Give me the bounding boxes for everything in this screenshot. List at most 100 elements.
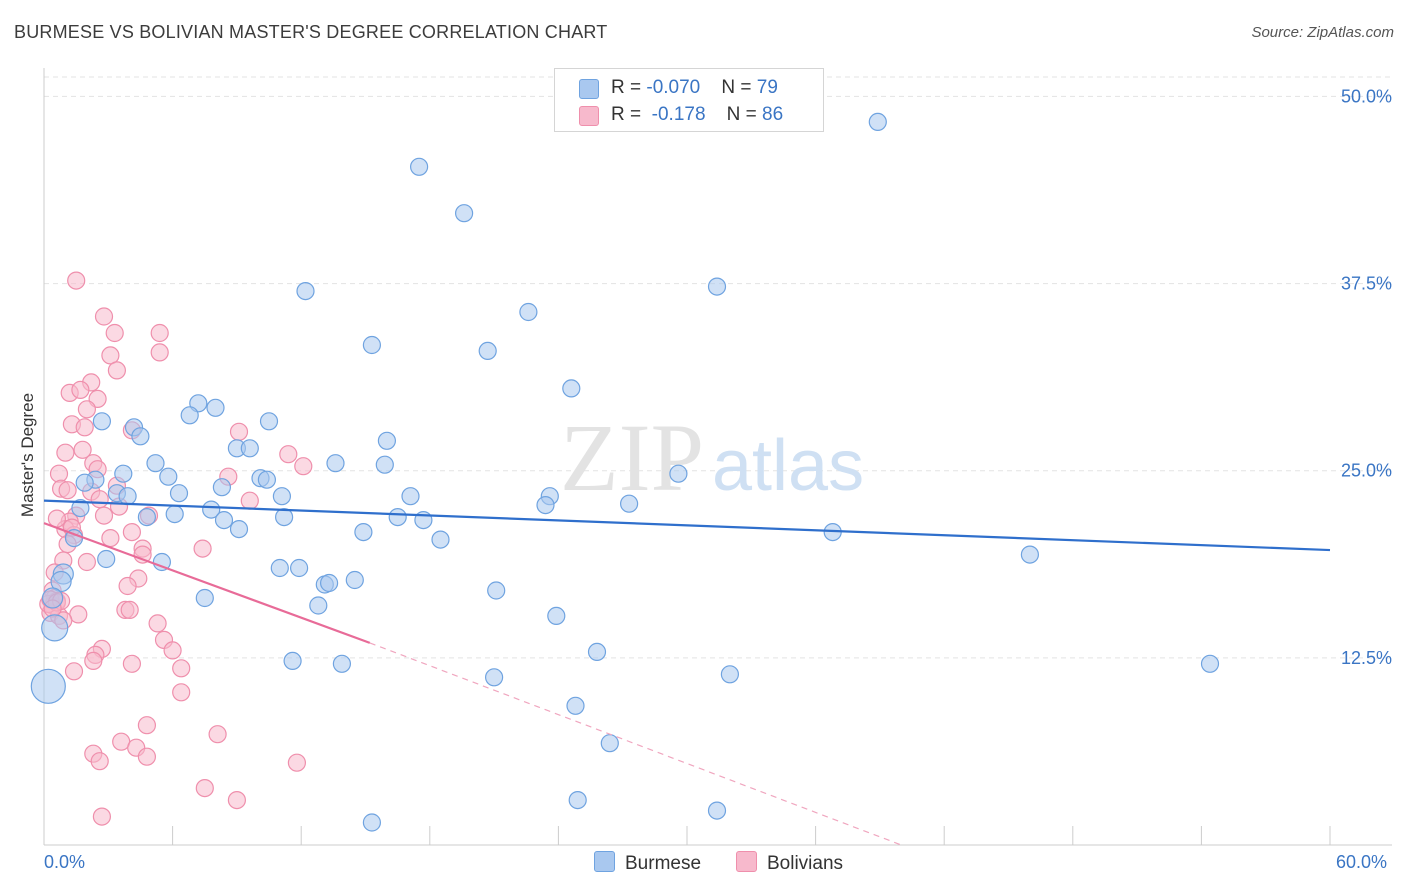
burmese-point [206, 398, 225, 417]
watermark-zip: ZIP [560, 404, 704, 511]
burmese-point [388, 507, 407, 527]
burmese-point [240, 439, 259, 458]
burmese-point [401, 487, 420, 506]
legend-swatch-bolivians [579, 106, 599, 126]
bottom-legend-bolivians: Bolivians [736, 851, 843, 875]
burmese-point [362, 335, 381, 355]
bolivians-point [287, 753, 306, 772]
bottom-legend-label-bolivians: Bolivians [767, 853, 844, 874]
bolivians-point [122, 654, 141, 673]
burmese-point [137, 507, 156, 527]
legend-r-label: R = [611, 77, 647, 98]
burmese-point [275, 507, 294, 527]
burmese-point [410, 157, 429, 176]
burmese-point [30, 668, 66, 704]
bolivians-point [58, 481, 77, 500]
burmese-point [259, 412, 279, 431]
bolivians-point [92, 807, 112, 826]
burmese-point [1200, 654, 1220, 673]
burmese-point [165, 504, 184, 524]
bolivians-point [90, 752, 109, 771]
burmese-point [587, 642, 607, 662]
burmese-point [212, 478, 231, 497]
x-tick-label-min: 0.0% [44, 852, 86, 872]
bolivians-point [195, 778, 214, 798]
chart-title: BURMESE VS BOLIVIAN MASTER'S DEGREE CORR… [14, 22, 608, 42]
burmese-point [270, 558, 289, 578]
burmese-point [562, 379, 581, 398]
burmese-point [41, 587, 64, 609]
burmese-point [547, 606, 566, 626]
burmese-point [707, 801, 727, 820]
burmese-point [669, 464, 688, 483]
bottom-legend-swatch-bolivians [736, 851, 757, 872]
bolivians-trend-line [43, 522, 371, 644]
burmese-point [478, 341, 497, 360]
legend: R = -0.070 N = 79 R = -0.178 N = 86 [554, 68, 824, 132]
burmese-point [131, 427, 150, 446]
grid-lines [44, 76, 1392, 659]
y-tick-label: 12.5% [1341, 648, 1392, 668]
trend-lines [43, 499, 1331, 846]
burmese-point [568, 790, 587, 810]
bolivians-point [67, 271, 86, 290]
burmese-point [332, 654, 351, 673]
y-tick-label: 25.0% [1341, 461, 1392, 481]
burmese-point [600, 734, 619, 753]
burmese-point [868, 112, 887, 132]
y-tick-label: 37.5% [1341, 274, 1392, 294]
burmese-point [202, 500, 221, 519]
bolivians-point [172, 659, 191, 678]
burmese-point [169, 484, 189, 503]
legend-swatch-burmese [579, 79, 599, 99]
y-tick-labels: 12.5% 25.0% 37.5% 50.0% [1341, 86, 1392, 667]
burmese-point [566, 696, 585, 715]
burmese-point [41, 614, 69, 642]
bolivians-point [107, 361, 127, 380]
series-bolivians [39, 271, 313, 826]
bolivians-point [279, 445, 298, 464]
burmese-point [345, 570, 364, 590]
bolivians-point [56, 443, 75, 462]
legend-n-value: 86 [762, 104, 784, 125]
burmese-point [720, 665, 740, 684]
bolivians-point [120, 600, 139, 620]
bolivians-point [240, 491, 259, 510]
burmese-point [707, 277, 727, 296]
bolivians-point [101, 346, 120, 365]
burmese-point [354, 522, 373, 542]
legend-n-label: N = [726, 104, 763, 125]
axes [43, 68, 1392, 846]
burmese-point [296, 282, 315, 301]
burmese-point [159, 467, 178, 486]
burmese-point [377, 431, 396, 450]
burmese-point [118, 487, 137, 506]
burmese-trend-line [43, 499, 1331, 552]
burmese-point [283, 651, 302, 671]
x-tick-label-max: 60.0% [1336, 852, 1388, 872]
bolivians-point [101, 528, 120, 548]
burmese-point [92, 412, 112, 431]
burmese-point [114, 464, 133, 483]
bolivians-point [172, 683, 191, 702]
bolivians-point [73, 440, 92, 459]
bolivians-point [75, 418, 94, 437]
burmese-point [97, 549, 116, 569]
bottom-legend-swatch-burmese [594, 851, 615, 872]
burmese-point [290, 558, 309, 578]
bolivians-point [64, 662, 84, 681]
bolivians-point [294, 457, 313, 476]
bolivians-point [137, 716, 156, 735]
legend-n-label: N = [721, 77, 757, 98]
bolivians-point [105, 323, 124, 343]
burmese-point [146, 454, 165, 473]
bolivians-point [193, 539, 212, 558]
bolivians-point [227, 790, 246, 810]
burmese-point [180, 406, 199, 425]
bolivians-point [49, 464, 69, 483]
burmese-point [536, 496, 555, 515]
bottom-legend-label-burmese: Burmese [625, 853, 702, 874]
burmese-point [1020, 545, 1040, 564]
bolivians-trend-extension [369, 642, 902, 846]
legend-r-value: -0.070 [646, 77, 701, 98]
